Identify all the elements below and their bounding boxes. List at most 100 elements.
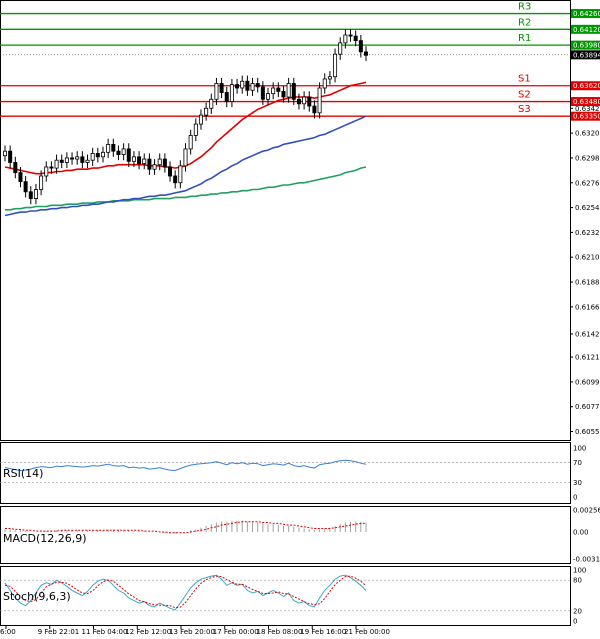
rsi-panel xyxy=(0,459,570,483)
price-tick-label: 0.60555 xyxy=(575,428,600,436)
rsi-line xyxy=(4,459,367,472)
level-label-S3: S3 xyxy=(518,104,531,115)
level-label-S1: S1 xyxy=(518,74,531,85)
price-tick-label: 0.60995 xyxy=(575,378,600,386)
candle-body xyxy=(271,87,276,95)
macd-tick-label: 0.00 xyxy=(573,528,589,536)
macd-tick-label: -0.00313 xyxy=(573,555,600,563)
stoch-main-line xyxy=(4,574,367,611)
candle-body xyxy=(64,157,69,163)
candle-body xyxy=(162,158,167,168)
candle-body xyxy=(157,158,162,166)
candle-body xyxy=(116,150,121,155)
price-panel: R3 R2 R1 S1 S2 S3 xyxy=(0,2,570,217)
candle-body xyxy=(229,84,234,102)
ma-slow-line xyxy=(5,166,367,211)
x-tick-label: 18 Feb 08:00 xyxy=(257,628,303,636)
candle-body xyxy=(8,150,13,163)
candle-body xyxy=(142,158,147,164)
candle-body xyxy=(266,93,271,100)
candle-body xyxy=(95,153,100,158)
level-label-R3: R3 xyxy=(518,2,531,13)
candle-body xyxy=(245,80,250,91)
candle-body xyxy=(198,114,203,125)
stoch-tick-label: 0 xyxy=(573,618,577,626)
level-label-R1: R1 xyxy=(518,33,531,44)
price-tick-label: 0.61215 xyxy=(575,354,600,362)
x-tick-label: 6:00 xyxy=(0,628,16,636)
x-tick-label: 13 Feb 20:00 xyxy=(169,628,215,636)
panel-frame-rsi xyxy=(0,442,571,504)
candle-body xyxy=(3,150,8,157)
rsi-tick-label: 70 xyxy=(573,459,582,467)
candle-body xyxy=(75,156,80,160)
price-tick-label: 0.63894 xyxy=(573,51,600,59)
stoch-title: Stoch(9,6,3) xyxy=(3,590,71,603)
candle-body xyxy=(209,98,214,109)
candle-body xyxy=(281,90,286,98)
macd-panel xyxy=(4,520,367,534)
candle-body xyxy=(23,181,28,193)
candle-body xyxy=(296,98,301,105)
stoch-tick-label: 100 xyxy=(573,567,586,575)
candle-body xyxy=(70,157,75,160)
candle-body xyxy=(235,84,240,89)
price-tag-bg xyxy=(571,97,600,107)
price-tick-label: 0.64120 xyxy=(573,26,600,34)
candle-body xyxy=(327,76,332,80)
candle-body xyxy=(18,172,23,183)
candle-body xyxy=(13,162,18,174)
panel-frame-stoch xyxy=(0,566,571,626)
price-tag-bg xyxy=(571,50,600,60)
level-label-S2: S2 xyxy=(518,90,531,101)
candle-body xyxy=(106,144,111,153)
rsi-tick-label: 100 xyxy=(573,445,586,453)
candle-body xyxy=(33,189,38,199)
candle-body xyxy=(111,144,116,152)
candle-body xyxy=(343,34,348,44)
macd-title: MACD(12,26,9) xyxy=(3,532,87,545)
candle-body xyxy=(168,166,173,177)
stoch-panel xyxy=(0,574,570,612)
x-tick-label: 11 Feb 04:00 xyxy=(82,628,128,636)
candle-body xyxy=(286,83,291,98)
candle-body xyxy=(276,87,281,92)
price-tag-bg xyxy=(571,81,600,91)
grid-layer xyxy=(0,0,571,626)
candle-body xyxy=(188,134,193,150)
candle-body xyxy=(250,83,255,91)
price-tick-label: 0.63620 xyxy=(573,82,600,90)
x-tick-label: 17 Feb 00:00 xyxy=(213,628,259,636)
candle-body xyxy=(28,191,33,199)
candle-body xyxy=(147,158,152,170)
candle-body xyxy=(214,83,219,100)
candle-body xyxy=(204,107,209,116)
candle-body xyxy=(44,166,49,177)
candle-body xyxy=(152,164,157,170)
candle-body xyxy=(80,156,85,163)
candle-body xyxy=(193,123,198,136)
stoch-tick-label: 80 xyxy=(573,577,582,585)
candle-body xyxy=(224,92,229,102)
candle-body xyxy=(348,34,353,37)
candle-body xyxy=(317,87,322,114)
price-tag-bg xyxy=(571,40,600,50)
panel-frame-price xyxy=(0,0,571,441)
candle-body xyxy=(302,96,307,105)
x-tick-label: 9 Feb 22:01 xyxy=(38,628,79,636)
candle-body xyxy=(54,159,59,169)
price-tick-label: 0.63350 xyxy=(573,113,600,121)
candle-body xyxy=(322,78,327,89)
ma-mid-line xyxy=(4,115,367,217)
candle-body xyxy=(39,175,44,190)
x-tick-label: 12 Feb 12:00 xyxy=(125,628,171,636)
candle-body xyxy=(85,159,90,163)
x-tick-label: 21 Feb 00:00 xyxy=(344,628,390,636)
candle-body xyxy=(358,40,363,53)
candle-body xyxy=(90,153,95,161)
candle-body xyxy=(240,80,245,89)
